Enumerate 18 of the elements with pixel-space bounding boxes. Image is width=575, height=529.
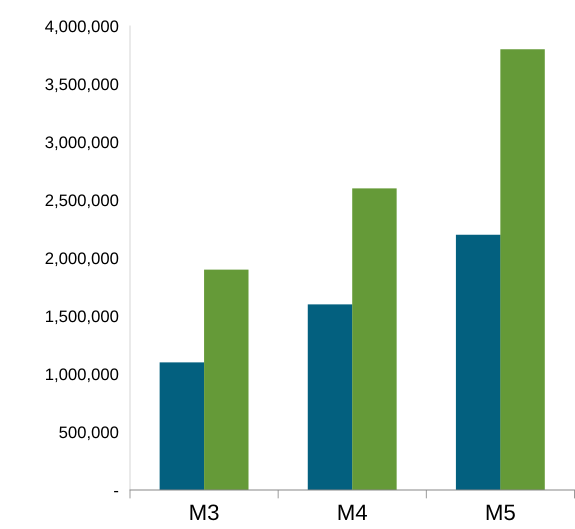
bar — [160, 362, 204, 490]
y-tick-label: - — [114, 490, 118, 492]
y-tick-label: 3,500,000 — [45, 78, 118, 92]
y-tick-label: 2,000,000 — [46, 252, 118, 266]
bar — [456, 234, 500, 490]
bar — [308, 304, 352, 490]
y-tick-label: 1,000,000 — [46, 368, 118, 382]
x-tick-label: M3 — [190, 504, 219, 520]
x-tick-label: M5 — [486, 504, 515, 520]
y-tick-label: 2,500,000 — [46, 194, 118, 208]
bar — [500, 49, 545, 490]
y-tick-label: 500,000 — [59, 426, 118, 440]
y-tick-label: 4,000,000 — [45, 20, 118, 34]
y-tick-label: 1,500,000 — [46, 310, 118, 324]
y-tick-label: 3,000,000 — [45, 136, 118, 150]
bar — [204, 270, 249, 490]
bar — [352, 188, 397, 490]
x-tick-label: M4 — [338, 504, 367, 520]
